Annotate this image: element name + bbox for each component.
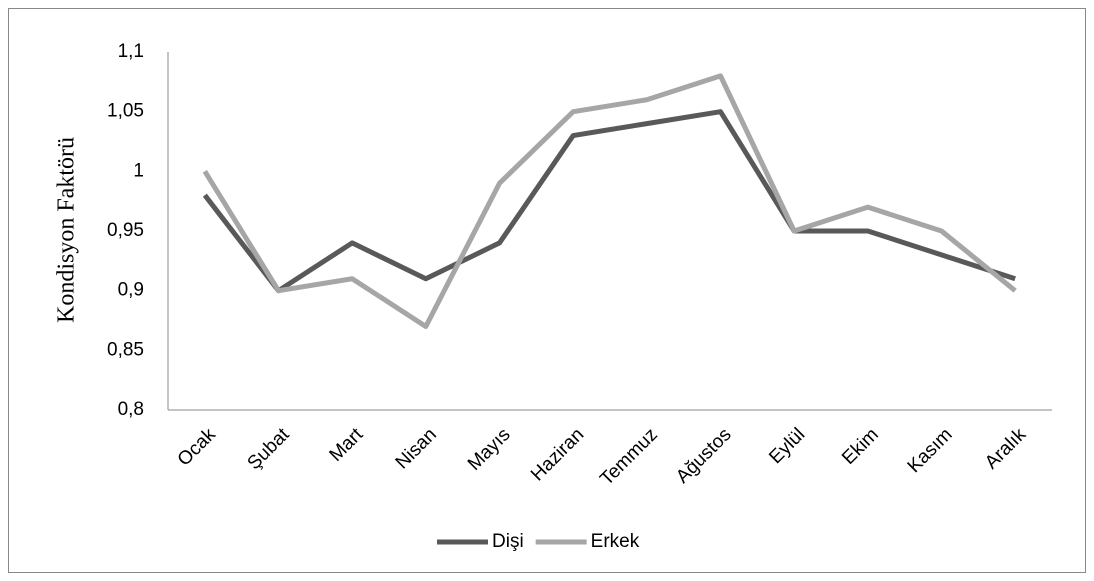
y-tick-label: 0,8 xyxy=(118,399,144,420)
y-tick-label: 0,9 xyxy=(118,280,144,301)
y-tick-label: 1,1 xyxy=(118,41,144,62)
legend-label: Dişi xyxy=(492,531,524,552)
y-tick-label: 0,95 xyxy=(107,220,144,241)
y-axis-label: Kondisyon Faktörü xyxy=(54,137,80,323)
y-tick-label: 1,05 xyxy=(107,101,144,122)
line-series xyxy=(202,109,1016,294)
chart-border xyxy=(8,8,1086,573)
legend-label: Erkek xyxy=(591,531,640,552)
line-series xyxy=(202,73,1017,329)
y-tick-label: 0,85 xyxy=(107,339,144,360)
y-tick-label: 1 xyxy=(133,160,144,181)
